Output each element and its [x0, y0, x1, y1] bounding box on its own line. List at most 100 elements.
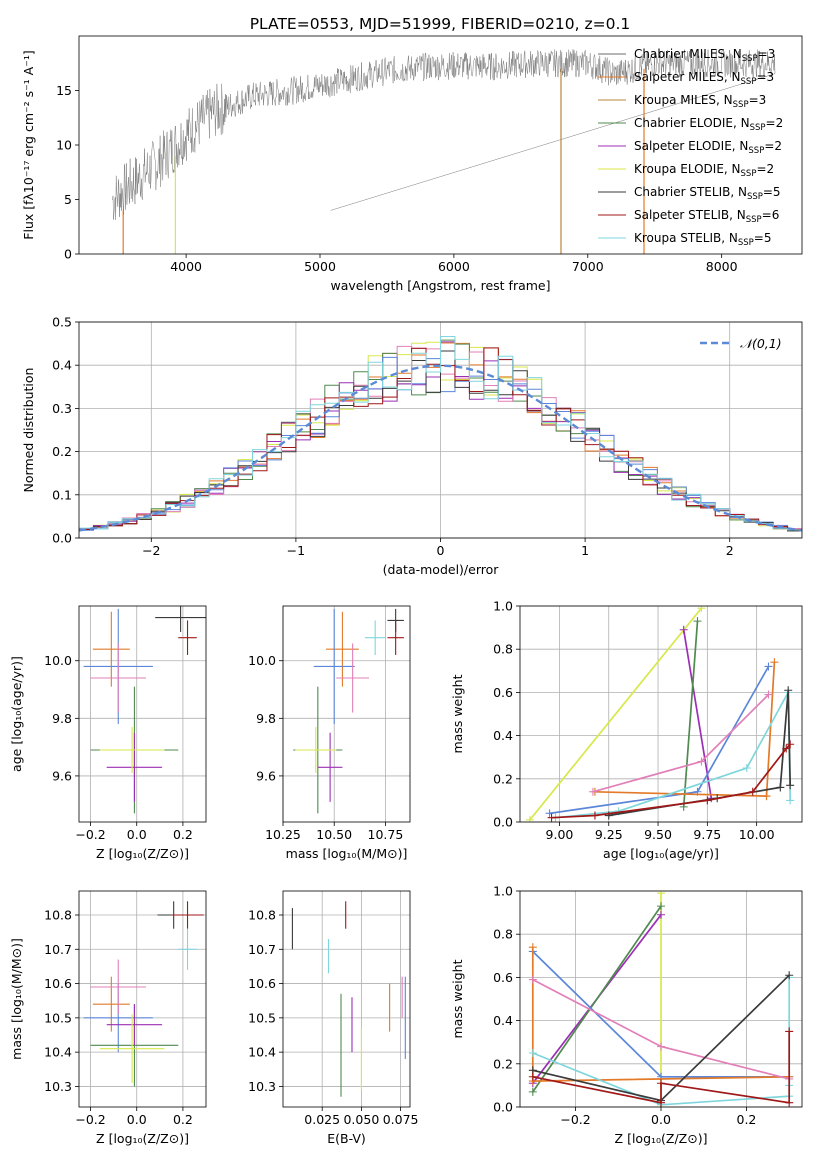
legend-entry: Chabrier MILES, NSSP=3: [634, 47, 775, 64]
axes-frame: [282, 890, 411, 1108]
ticks: −0.2 0.0 0.2 0.0 0.2 0.4 0.6 0.8 1.0: [493, 884, 756, 1128]
plot-area: [525, 606, 795, 822]
figure-title: PLATE=0553, MJD=51999, FIBERID=0210, z=0…: [250, 15, 631, 33]
plot-area: [83, 901, 204, 1087]
weight-marker: [657, 902, 665, 911]
legend-entry: Salpeter STELIB, NSSP=6: [634, 208, 779, 225]
y-tick-label: 0.8: [493, 642, 513, 657]
weight-line-salpeter_miles: [594, 662, 776, 797]
x-axis-label: wavelength [Angstrom, rest frame]: [330, 278, 550, 293]
x-axis-label: mass [log₁₀(M/M⊙)]: [286, 846, 408, 861]
x-tick-label: −0.2: [75, 1112, 105, 1127]
y-tick-label: 10.7: [248, 942, 276, 957]
y-axis-label: Normed distribution: [21, 368, 36, 493]
legend: 𝒩(0,1): [700, 336, 782, 351]
mass-weight-vs-age-panel: 9.00 9.25 9.50 9.75 10.00 0.0 0.2 0.4 0.6 0.8 1.0 a…: [450, 599, 803, 861]
y-tick-label: 0: [64, 247, 72, 262]
plot-area: [79, 335, 802, 538]
weight-marker: [528, 1049, 537, 1057]
y-tick-label: 0.2: [493, 1056, 513, 1071]
y-tick-label: 10.8: [44, 908, 72, 923]
x-tick-label: 10.50: [316, 827, 352, 842]
weight-marker: [657, 1042, 665, 1051]
ticks: −0.2 0.0 0.2 9.6 9.8 10.0: [44, 653, 193, 842]
ticks: −0.2 0.0 0.2 10.3 10.4 10.5 10.6 10.7 10.8: [44, 908, 193, 1128]
weight-marker: [528, 1072, 537, 1081]
weight-line-kroupa_elodie: [529, 607, 703, 821]
y-tick-label: 9.6: [256, 768, 276, 783]
axes-frame: [78, 890, 207, 1108]
x-tick-label: 9.25: [595, 827, 623, 842]
x-axis-label: E(B-V): [327, 1131, 366, 1146]
weight-marker: [786, 796, 795, 805]
legend-entry: 𝒩(0,1): [740, 336, 782, 351]
grid: [520, 605, 802, 823]
y-axis-label: mass [log₁₀(M/M⊙)]: [9, 938, 24, 1060]
ticks: 10.25 10.50 10.75 9.6 9.8 10.0: [248, 653, 403, 842]
ticks: −2 −1 0 1 2 0.0 0.1 0.2 0.3 0.4 0.5: [52, 315, 734, 559]
weight-marker: [679, 625, 688, 634]
weight-marker: [528, 975, 537, 984]
y-tick-label: 0.2: [52, 444, 72, 459]
x-tick-label: 7000: [572, 259, 604, 274]
weight-marker: [657, 891, 665, 898]
weight-marker: [528, 1087, 537, 1096]
weight-line-blue: [549, 666, 770, 815]
mass-vs-metallicity-panel: −0.2 0.0 0.2 10.3 10.4 10.5 10.6 10.7 10.8 Z [log…: [9, 890, 207, 1146]
ticks: 4000 5000 6000 7000 8000 0 5 10 15: [56, 83, 738, 274]
ticks: 9.00 9.25 9.50 9.75 10.00 0.0 0.2 0.4 0.6 0.8 1.0: [493, 599, 774, 843]
x-tick-label: 0: [437, 543, 445, 558]
plot-area: [83, 606, 206, 814]
weight-marker: [693, 617, 702, 626]
axes-frame: [78, 321, 803, 539]
plot-area: [112, 48, 776, 254]
weight-marker: [703, 796, 712, 805]
weight-line-chabrier_elodie: [682, 621, 699, 807]
weight-marker: [784, 686, 793, 695]
x-tick-label: 0.075: [383, 1112, 419, 1127]
residual-histogram-panel: −2 −1 0 1 2 0.0 0.1 0.2 0.3 0.4 0.5 𝒩(0,1) (data-mod…: [21, 315, 803, 577]
legend: Chabrier MILES, NSSP=3 Salpeter MILES, NS…: [598, 47, 783, 248]
y-tick-label: 0.0: [52, 531, 72, 546]
y-tick-label: 0.4: [493, 728, 513, 743]
axes-frame: [519, 890, 803, 1108]
plot-area: [293, 608, 404, 814]
y-tick-label: 10.5: [248, 1010, 276, 1025]
x-tick-label: 9.50: [644, 827, 672, 842]
y-tick-label: 0.0: [493, 815, 513, 830]
x-tick-label: 6000: [438, 259, 470, 274]
y-axis-label: Flux [fλ10⁻¹⁷ erg cm⁻² s⁻¹ A⁻¹]: [21, 50, 36, 239]
mass-weight-vs-metallicity-panel: −0.2 0.0 0.2 0.0 0.2 0.4 0.6 0.8 1.0 Z [log₁₀(Z/Z…: [450, 884, 803, 1146]
y-tick-label: 0.6: [493, 685, 513, 700]
y-tick-label: 0.4: [52, 358, 72, 373]
y-tick-label: 10.8: [248, 908, 276, 923]
weight-marker: [742, 764, 751, 772]
y-tick-label: 10.4: [248, 1045, 276, 1060]
x-tick-label: 0.050: [343, 1112, 379, 1127]
y-tick-label: 10.7: [44, 942, 72, 957]
x-tick-label: 0.0: [651, 1112, 671, 1127]
x-tick-label: 0.025: [304, 1112, 340, 1127]
grid: [79, 606, 206, 822]
gaussian-curve: [79, 364, 802, 532]
y-tick-label: 0.2: [493, 771, 513, 786]
legend-entry: Chabrier ELODIE, NSSP=2: [634, 116, 783, 133]
x-tick-label: −0.2: [75, 827, 105, 842]
y-tick-label: 10.6: [248, 976, 276, 991]
y-tick-label: 10.3: [248, 1079, 276, 1094]
y-tick-label: 9.8: [52, 711, 72, 726]
y-tick-label: 10.3: [44, 1079, 72, 1094]
x-tick-label: −1: [287, 543, 305, 558]
age-vs-mass-panel: 10.25 10.50 10.75 9.6 9.8 10.0 mass [log₁₀(M/M…: [248, 605, 411, 861]
spectrum-panel: 4000 5000 6000 7000 8000 0 5 10 15 Chabrier MILES…: [21, 35, 803, 293]
x-tick-label: 8000: [706, 259, 738, 274]
x-tick-label: 2: [726, 543, 734, 558]
plot-area: [528, 891, 794, 1107]
y-tick-label: 0.0: [493, 1100, 513, 1115]
weight-marker: [657, 910, 665, 919]
weight-marker: [697, 606, 706, 613]
y-tick-label: 5: [64, 192, 72, 207]
x-tick-label: −2: [142, 543, 160, 558]
weight-marker: [786, 781, 795, 790]
